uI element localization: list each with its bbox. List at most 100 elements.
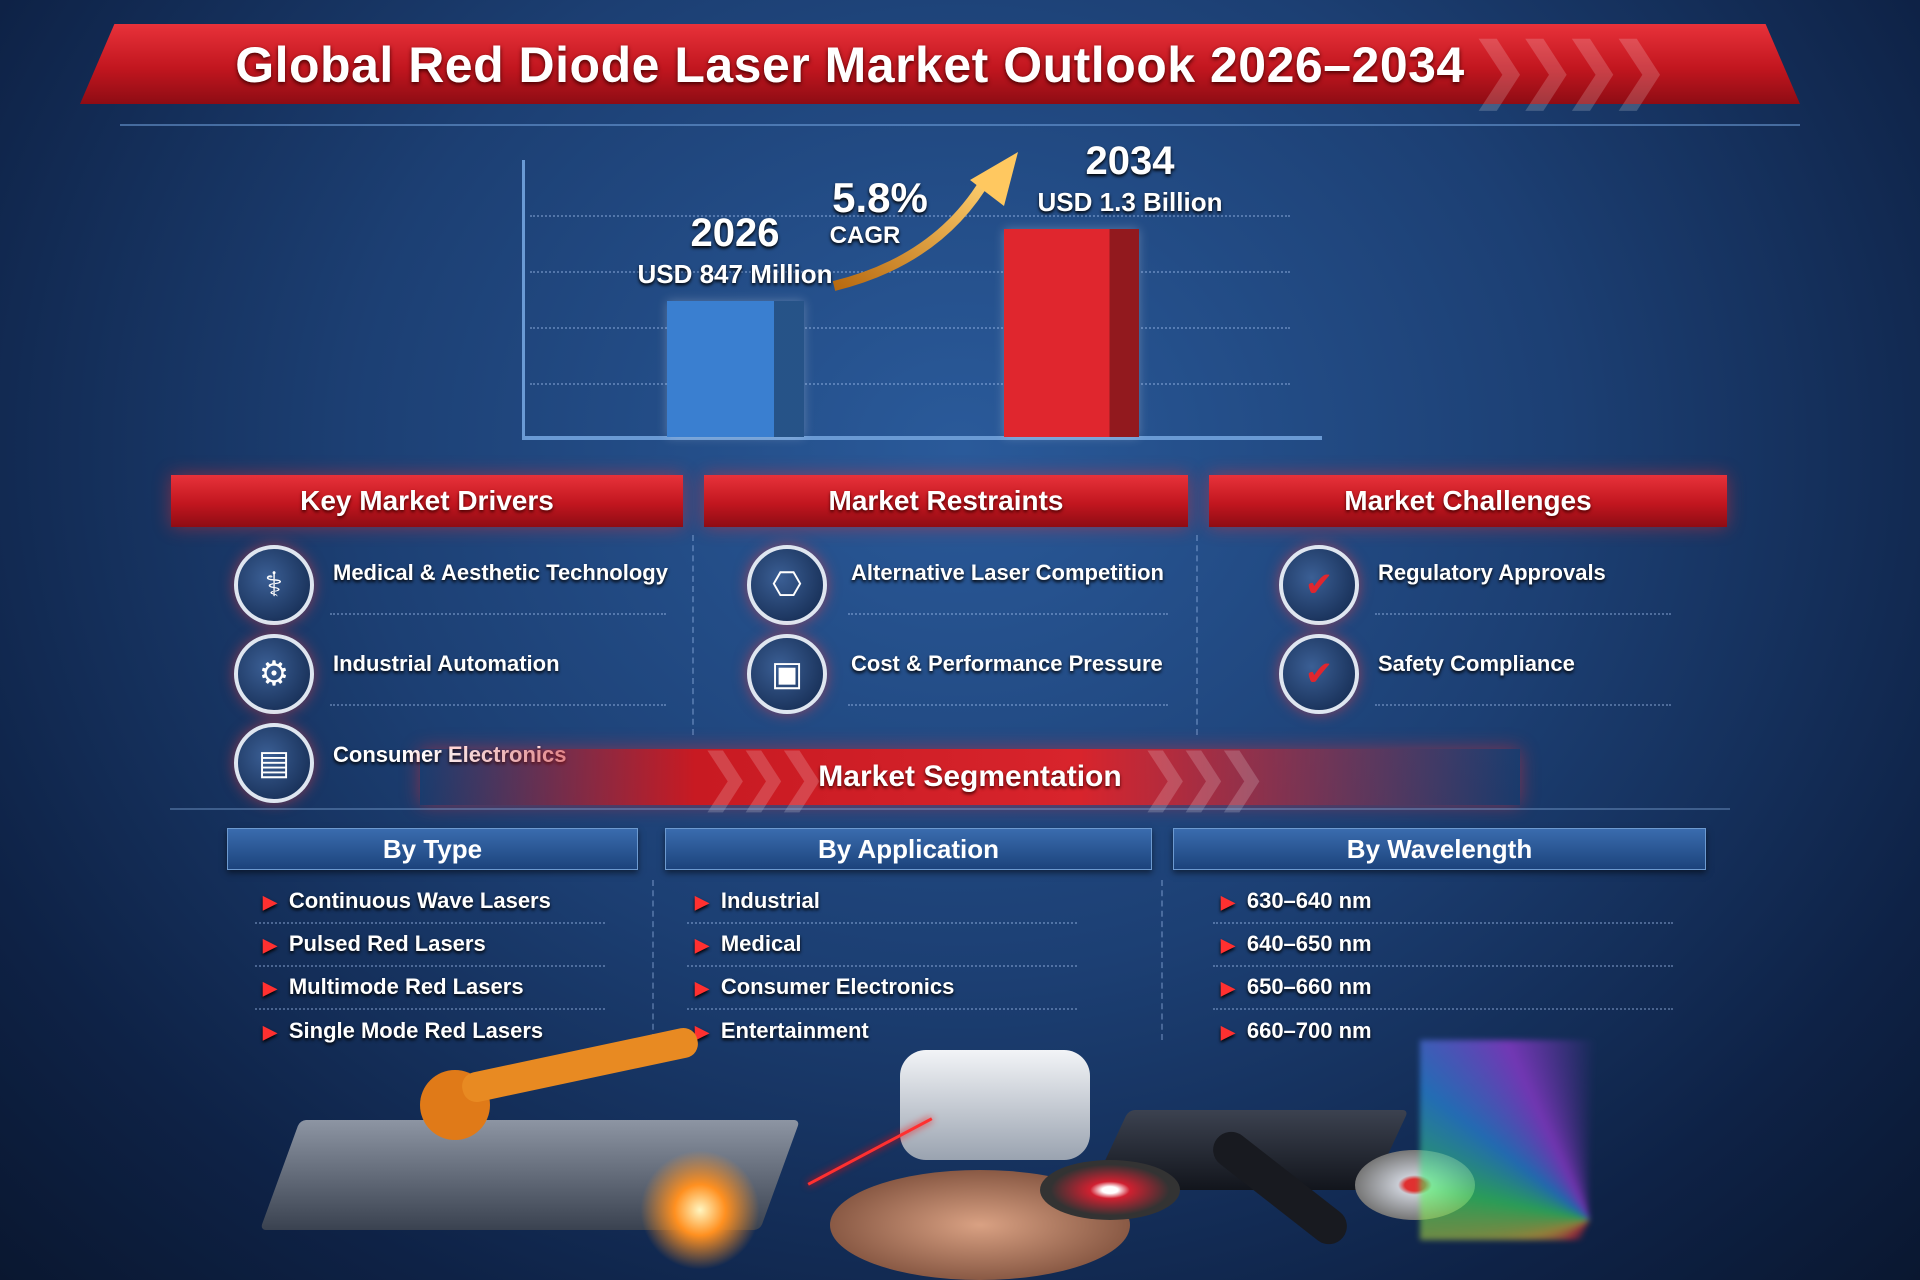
- sparks-icon: [640, 1150, 760, 1270]
- divider: [330, 704, 666, 706]
- divider: [1375, 613, 1671, 615]
- segment-item: ▶ Industrial: [695, 888, 820, 914]
- segment-item-label: Entertainment: [720, 1018, 869, 1043]
- clipboard-check-icon: ✔: [1279, 634, 1359, 714]
- bullet-triangle-icon: ▶: [695, 978, 709, 998]
- bullet-triangle-icon: ▶: [695, 935, 709, 955]
- divider: [687, 965, 1077, 967]
- bar-category-label: 2026: [690, 211, 780, 256]
- by-application-header: By Application: [665, 828, 1152, 870]
- bullet-triangle-icon: ▶: [263, 892, 277, 912]
- laser-device-icon: ⎔: [747, 545, 827, 625]
- segment-item-label: 660–700 nm: [1246, 1018, 1372, 1043]
- gridline: [530, 215, 1290, 217]
- segment-item: ▶ Medical: [695, 931, 802, 957]
- bullet-triangle-icon: ▶: [1221, 978, 1235, 998]
- bullet-triangle-icon: ▶: [1221, 935, 1235, 955]
- chevron-decoration-icon: ❯❯❯: [1140, 743, 1267, 810]
- bullet-triangle-icon: ▶: [263, 1022, 277, 1042]
- segment-item-label: Medical: [720, 931, 802, 956]
- by-wavelength-header: By Wavelength: [1173, 828, 1706, 870]
- segment-item: ▶ Pulsed Red Lasers: [263, 931, 486, 957]
- segment-item: ▶ Multimode Red Lasers: [263, 974, 524, 1000]
- bar-2034: [1004, 229, 1139, 437]
- chevron-decoration-icon: ❯❯❯❯: [1470, 30, 1669, 108]
- restraint-item: Alternative Laser Competition: [851, 560, 1164, 585]
- divider: [255, 1008, 605, 1010]
- gridline: [530, 271, 1290, 273]
- driver-item: Industrial Automation: [333, 651, 560, 676]
- bullet-triangle-icon: ▶: [263, 935, 277, 955]
- laser-light-show-illustration: [1420, 1040, 1760, 1240]
- divider: [1213, 922, 1673, 924]
- page-title: Global Red Diode Laser Market Outlook 20…: [235, 37, 1465, 93]
- bullet-triangle-icon: ▶: [695, 1022, 709, 1042]
- segment-item-label: 630–640 nm: [1246, 888, 1372, 913]
- challenge-item: Regulatory Approvals: [1378, 560, 1606, 585]
- segment-item-label: Consumer Electronics: [720, 974, 955, 999]
- challenges-header: Market Challenges: [1209, 475, 1727, 527]
- y-axis: [522, 160, 525, 438]
- growth-arrow-icon: [832, 152, 1018, 291]
- divider: [848, 704, 1168, 706]
- title-banner: [80, 24, 1800, 104]
- industrial-machine-icon: ⚙: [234, 634, 314, 714]
- divider: [120, 124, 1800, 126]
- segment-item-label: Single Mode Red Lasers: [288, 1018, 544, 1043]
- divider: [1213, 1008, 1673, 1010]
- divider: [1196, 535, 1198, 735]
- bar-2026: [667, 301, 804, 437]
- divider: [1213, 965, 1673, 967]
- bar-category-label: 2034: [1085, 139, 1175, 183]
- disc-icon: [1040, 1160, 1180, 1220]
- divider: [1375, 704, 1671, 706]
- laser-handpiece-illustration: [900, 1050, 1090, 1160]
- bullet-triangle-icon: ▶: [1221, 1022, 1235, 1042]
- divider: [652, 880, 654, 1040]
- bullet-triangle-icon: ▶: [695, 892, 709, 912]
- segment-item-label: Continuous Wave Lasers: [288, 888, 551, 913]
- cagr-label: CAGR: [829, 222, 901, 249]
- segmentation-title: Market Segmentation: [818, 760, 1122, 793]
- drivers-header: Key Market Drivers: [171, 475, 683, 527]
- divider: [692, 535, 694, 735]
- divider: [687, 1008, 1077, 1010]
- segment-item: ▶ Continuous Wave Lasers: [263, 888, 551, 914]
- chevron-decoration-icon: ❯❯❯: [700, 743, 827, 810]
- segment-item: ▶ Single Mode Red Lasers: [263, 1018, 543, 1044]
- by-type-header: By Type: [227, 828, 638, 870]
- restraints-header: Market Restraints: [704, 475, 1188, 527]
- divider: [687, 922, 1077, 924]
- restraint-item: Cost & Performance Pressure: [851, 651, 1163, 676]
- segment-item: ▶ Entertainment: [695, 1018, 869, 1044]
- divider: [170, 808, 1730, 810]
- segment-item-label: Industrial: [720, 888, 820, 913]
- segment-item: ▶ Consumer Electronics: [695, 974, 954, 1000]
- x-axis: [522, 436, 1322, 440]
- bar-value-label: USD 1.3 Billion: [1037, 187, 1223, 217]
- segment-item: ▶ 660–700 nm: [1221, 1018, 1372, 1044]
- challenge-item: Safety Compliance: [1378, 651, 1575, 676]
- divider: [1161, 880, 1163, 1040]
- gridline: [530, 383, 1290, 385]
- bullet-triangle-icon: ▶: [1221, 892, 1235, 912]
- divider: [330, 613, 666, 615]
- segment-item-label: 650–660 nm: [1246, 974, 1372, 999]
- driver-item: Medical & Aesthetic Technology: [333, 560, 668, 585]
- segment-item: ▶ 640–650 nm: [1221, 931, 1372, 957]
- cagr-value: 5.8%: [832, 174, 928, 221]
- segment-item-label: Multimode Red Lasers: [288, 974, 524, 999]
- doctor-icon: ⚕: [234, 545, 314, 625]
- divider: [255, 965, 605, 967]
- segment-item-label: Pulsed Red Lasers: [288, 931, 486, 956]
- segment-item-label: 640–650 nm: [1246, 931, 1372, 956]
- segment-item: ▶ 630–640 nm: [1221, 888, 1372, 914]
- clipboard-check-icon: ✔: [1279, 545, 1359, 625]
- divider: [255, 922, 605, 924]
- segment-item: ▶ 650–660 nm: [1221, 974, 1372, 1000]
- electronics-icon: ▤: [234, 723, 314, 803]
- divider: [848, 613, 1168, 615]
- bullet-triangle-icon: ▶: [263, 978, 277, 998]
- segmentation-banner: [420, 749, 1520, 805]
- bar-value-label: USD 847 Million: [637, 259, 833, 290]
